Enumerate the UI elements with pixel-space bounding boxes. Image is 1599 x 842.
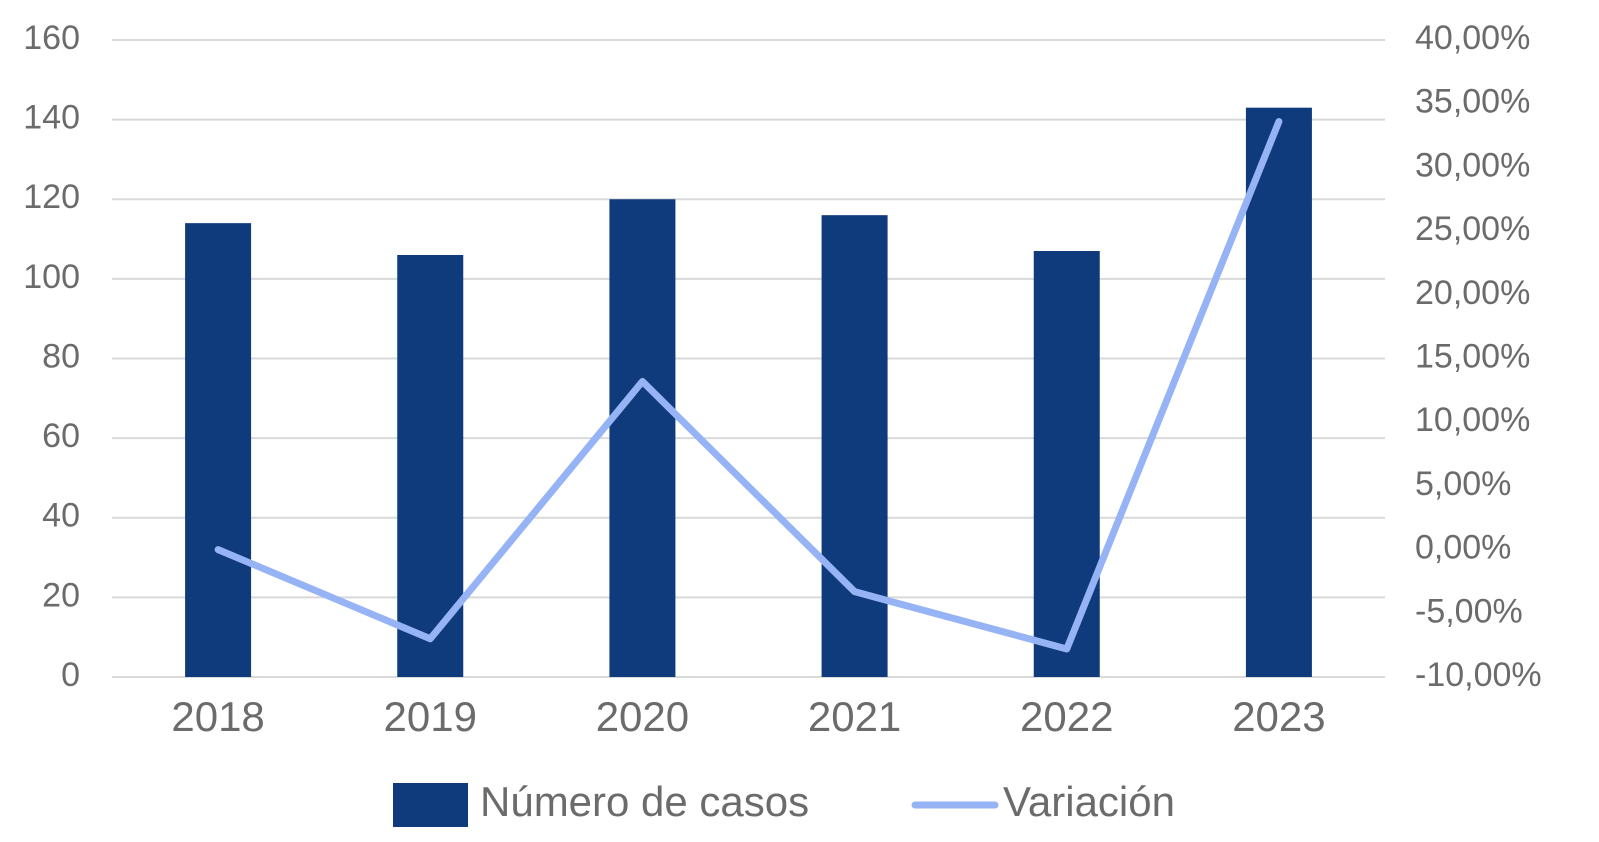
x-tick-label: 2018 (171, 693, 264, 740)
legend-label: Variación (1003, 778, 1175, 825)
y2-tick-label: 20,00% (1415, 274, 1530, 312)
y2-tick-label: 40,00% (1415, 19, 1530, 57)
y2-tick-label: 35,00% (1415, 83, 1530, 121)
y-tick-label: 160 (23, 19, 80, 57)
y-tick-label: 20 (42, 576, 80, 614)
legend-label: Número de casos (480, 778, 809, 825)
y-tick-label: 140 (23, 99, 80, 137)
y-tick-label: 40 (42, 497, 80, 535)
y2-tick-label: 0,00% (1415, 529, 1511, 567)
y2-tick-label: 10,00% (1415, 401, 1530, 439)
bar (185, 223, 252, 677)
x-tick-label: 2021 (808, 693, 901, 740)
y-tick-label: 120 (23, 178, 80, 216)
y-tick-label: 80 (42, 337, 80, 375)
bar (1245, 107, 1312, 677)
y2-tick-label: 5,00% (1415, 465, 1511, 503)
x-tick-label: 2022 (1020, 693, 1113, 740)
y2-tick-label: 25,00% (1415, 210, 1530, 248)
x-tick-label: 2023 (1232, 693, 1325, 740)
legend-swatch (393, 783, 468, 827)
y2-tick-label: 15,00% (1415, 337, 1530, 375)
y2-tick-label: 30,00% (1415, 146, 1530, 184)
bar (821, 215, 888, 678)
y-tick-label: 100 (23, 258, 80, 296)
bar (609, 199, 676, 677)
line (214, 118, 1283, 653)
y-tick-label: 0 (61, 656, 80, 694)
bar (1033, 251, 1100, 677)
x-tick-label: 2019 (384, 693, 477, 740)
y2-tick-label: -10,00% (1415, 656, 1542, 694)
y2-tick-label: -5,00% (1415, 592, 1523, 630)
y-tick-label: 60 (42, 417, 80, 455)
x-tick-label: 2020 (596, 693, 689, 740)
